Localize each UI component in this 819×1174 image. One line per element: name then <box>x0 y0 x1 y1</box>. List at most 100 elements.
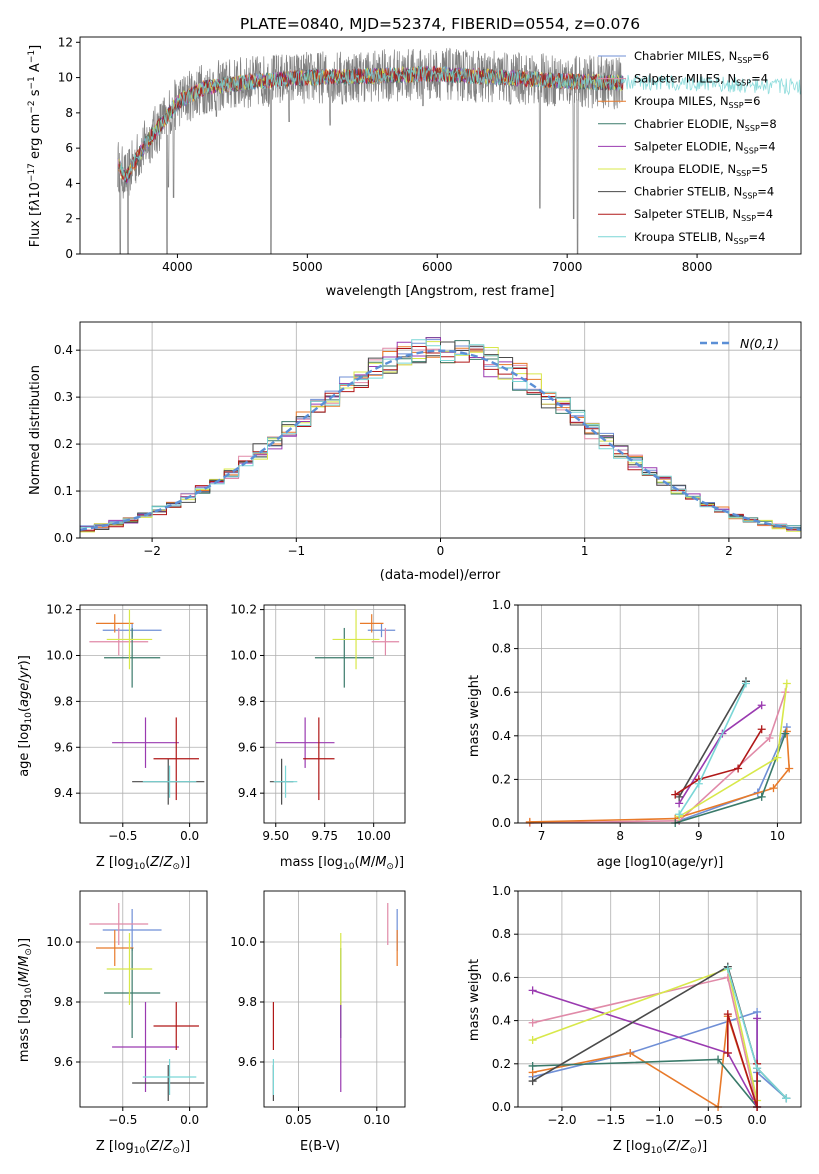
y-tick-label: 0.6 <box>492 970 511 984</box>
x-tick-label: 1 <box>581 544 589 558</box>
mass_vs_Z-axes: −0.5 0.0 9.6 9.8 10.0 <box>46 891 207 1127</box>
y-tick-label: 0.4 <box>492 729 511 743</box>
ageZ-xlabel: Z [log10(Z/Z⊙)] <box>96 855 190 872</box>
weight-marker <box>785 764 794 773</box>
y-tick-label: 6 <box>65 141 73 155</box>
y-tick-label: 0.0 <box>492 816 511 830</box>
x-tick-label: 7 <box>538 829 546 843</box>
spectrum-title: PLATE=0840, MJD=52374, FIBERID=0554, z=0… <box>240 15 640 33</box>
weight-marker <box>765 733 774 742</box>
weight_vs_age-axes: 7 8 9 10 0.0 0.2 0.4 0.6 0.8 1.0 <box>492 598 801 843</box>
agemass-xlabel: mass [log10(M/M⊙)] <box>280 855 404 872</box>
y-tick-label: 0.4 <box>492 1014 511 1028</box>
spectrum-xlabel: wavelength [Angstrom, rest frame] <box>326 284 555 299</box>
y-tick-label: 9.8 <box>54 694 73 708</box>
weight-marker <box>626 1049 635 1057</box>
y-tick-label: 10.2 <box>230 603 257 617</box>
weight-marker <box>723 964 732 973</box>
y-tick-label: 0 <box>65 247 73 261</box>
y-tick-label: 0.0 <box>54 531 73 545</box>
ebv-xlabel: E(B-V) <box>300 1139 340 1154</box>
errorbar-point <box>275 717 335 768</box>
mass_vs_EBV-axes-frame <box>263 890 406 1108</box>
y-tick-label: 9.8 <box>238 694 257 708</box>
y-tick-label: 0.2 <box>492 1057 511 1071</box>
y-tick-label: 9.6 <box>54 740 73 754</box>
x-tick-label: −1 <box>287 544 305 558</box>
y-tick-label: 10.2 <box>46 603 73 617</box>
gaussian-legend-label: N(0,1) <box>740 336 779 351</box>
y-tick-label: 1.0 <box>492 598 511 612</box>
weight-line <box>529 731 791 823</box>
weight-marker <box>753 1014 762 1023</box>
weight-marker <box>528 1018 537 1027</box>
mass_vs_EBV-axes: 0.05 0.10 9.6 9.8 10.0 <box>230 891 405 1127</box>
x-tick-label: 0.05 <box>285 1113 312 1127</box>
weight-marker <box>525 817 534 826</box>
histogram-xlabel: (data-model)/error <box>380 568 501 583</box>
x-tick-label: 8000 <box>682 260 713 274</box>
weight-marker <box>741 679 750 688</box>
y-tick-label: 2 <box>65 212 73 226</box>
spectrum-legend: Chabrier MILES, NSSP=6 Salpeter MILES, NS… <box>598 49 777 246</box>
spectrum-axes-frame <box>79 36 802 255</box>
weight-line <box>529 691 787 824</box>
errorbar-point <box>367 623 396 638</box>
age_vs_Z-axes: −0.5 0.0 9.4 9.6 9.8 10.0 10.2 <box>46 603 207 843</box>
x-tick-label: 0.0 <box>180 1113 199 1127</box>
age_vs_Z-axes-frame <box>79 604 208 824</box>
weight-marker <box>782 1094 791 1103</box>
weight-marker <box>671 790 680 799</box>
legend-entry: Kroupa STELIB, NSSP=4 <box>634 230 765 246</box>
weight-line <box>727 1013 758 1108</box>
errorbar-point <box>359 614 384 633</box>
weight-marker <box>757 701 766 710</box>
y-tick-label: 0.3 <box>54 390 73 404</box>
weight-marker <box>753 1064 762 1073</box>
weight-line <box>678 704 763 804</box>
weight-marker <box>782 679 791 688</box>
weight-marker <box>723 1049 732 1057</box>
x-tick-label: −0.5 <box>694 1113 723 1127</box>
errorbar-point <box>106 609 153 670</box>
spectrum-ylabel: Flux [fλ10−17 erg cm−2 s−1 A−1] <box>27 45 43 247</box>
age_vs_mass-axes: 9.50 9.75 10.00 9.4 9.6 9.8 10.0 10.2 <box>230 603 405 843</box>
errorbar-point <box>112 717 179 768</box>
legend-entry: Kroupa ELODIE, NSSP=5 <box>634 162 768 178</box>
y-tick-label: 10 <box>58 71 73 85</box>
weight-line <box>532 1058 758 1110</box>
errorbar-point <box>142 765 197 798</box>
histogram-ylabel: Normed distribution <box>28 365 43 495</box>
weight-marker <box>528 986 537 995</box>
y-tick-label: 12 <box>58 35 73 49</box>
y-tick-label: 0.1 <box>54 484 73 498</box>
weight-marker <box>757 725 766 734</box>
legend-entry: Chabrier MILES, NSSP=6 <box>634 49 769 65</box>
massZ-xlabel: Z [log10(Z/Z⊙)] <box>96 1139 190 1156</box>
weight_vs_Z-axes-frame <box>517 890 802 1108</box>
weight-marker <box>528 1061 537 1070</box>
y-tick-label: 0.4 <box>54 343 73 357</box>
errorbar-point <box>89 627 149 656</box>
errorbar-point <box>371 627 400 656</box>
y-tick-label: 9.6 <box>238 740 257 754</box>
x-tick-label: 8 <box>616 829 624 843</box>
x-tick-label: −2.0 <box>547 1113 576 1127</box>
mass_vs_Z-axes-frame <box>79 890 208 1108</box>
spectrum-axes: 4000 5000 6000 7000 8000 0 2 4 6 8 10 12 <box>58 35 713 274</box>
errorbar-point <box>104 627 161 688</box>
weight-Z-ylabel: mass weight <box>467 959 482 1041</box>
errorbar-point <box>153 717 199 801</box>
errorbar-point <box>102 909 162 951</box>
y-tick-label: 10.0 <box>230 935 257 949</box>
x-tick-label: 9.50 <box>262 829 289 843</box>
weight-marker <box>694 779 703 788</box>
y-tick-label: 9.8 <box>238 995 257 1009</box>
x-tick-label: 9.75 <box>311 829 338 843</box>
y-tick-label: 8 <box>65 106 73 120</box>
y-tick-label: 10.0 <box>46 648 73 662</box>
y-tick-label: 10.0 <box>230 648 257 662</box>
weight-marker <box>528 1077 537 1086</box>
spectrum-model-line <box>119 65 801 181</box>
